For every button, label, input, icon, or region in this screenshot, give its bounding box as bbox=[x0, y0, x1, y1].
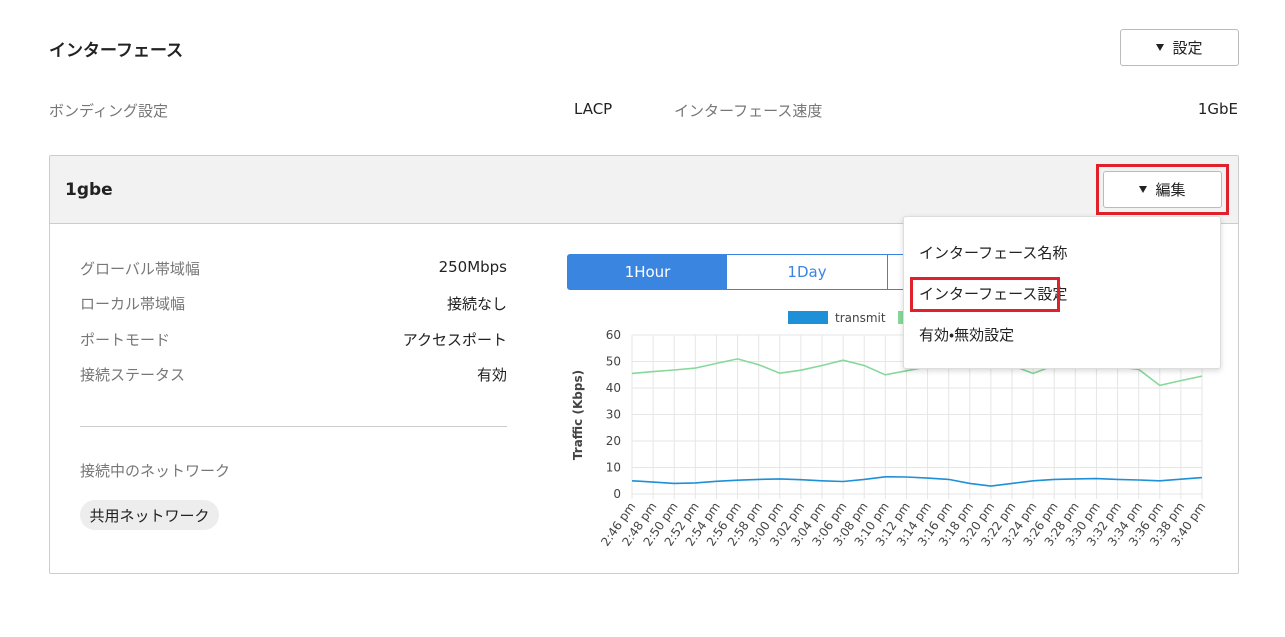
menu-item[interactable]: インターフェース設定 bbox=[919, 285, 1068, 303]
detail-label: ローカル帯域幅 bbox=[80, 295, 186, 313]
edit-button[interactable]: 編集 bbox=[1103, 171, 1222, 208]
speed-value: 1GbE bbox=[1197, 100, 1238, 118]
y-tick-label: 30 bbox=[606, 408, 621, 422]
time-tabs: 1Hour 1Day bbox=[567, 254, 1047, 290]
bonding-value: LACP bbox=[574, 100, 613, 118]
y-tick-label: 20 bbox=[606, 434, 621, 448]
dropdown-menu bbox=[903, 216, 1221, 369]
speed-label: インターフェース速度 bbox=[674, 102, 823, 120]
detail-label: 接続ステータス bbox=[80, 366, 186, 384]
y-tick-label: 40 bbox=[606, 381, 621, 395]
detail-value: 250Mbps bbox=[438, 258, 507, 276]
caret bbox=[1156, 44, 1165, 51]
button-label: 編集 bbox=[1155, 181, 1186, 199]
menu-item[interactable]: 有効・無効設定 bbox=[919, 326, 1015, 344]
interface-panel bbox=[49, 155, 1239, 574]
detail-value: 有効 bbox=[476, 366, 507, 384]
y-tick-label: 0 bbox=[613, 487, 621, 501]
legend-swatch bbox=[788, 311, 828, 324]
legend-label: transmit bbox=[835, 311, 886, 325]
bonding-label: ボンディング設定 bbox=[49, 102, 168, 120]
divider bbox=[80, 426, 507, 427]
tab[interactable]: 1Day bbox=[727, 255, 888, 289]
highlight-box bbox=[910, 277, 1060, 312]
detail-value: 接続なし bbox=[446, 295, 507, 313]
detail-label: ポートモード bbox=[80, 331, 171, 349]
button-label: 設定 bbox=[1172, 39, 1203, 57]
network-label: 接続中のネットワーク bbox=[80, 462, 231, 480]
y-tick-label: 50 bbox=[606, 355, 621, 369]
y-tick-label: 10 bbox=[606, 461, 621, 475]
detail-value: アクセスポート bbox=[402, 331, 507, 349]
highlight-box bbox=[1096, 164, 1229, 215]
menu-item[interactable]: インターフェース名称 bbox=[919, 244, 1068, 262]
detail-label: グローバル帯域幅 bbox=[80, 260, 200, 278]
tab-active[interactable]: 1Hour bbox=[568, 255, 727, 289]
network-tag[interactable]: 共用ネットワーク bbox=[80, 500, 219, 530]
caret bbox=[1139, 186, 1148, 193]
panel-header bbox=[50, 156, 1238, 224]
y-axis-label: Traffic (Kbps) bbox=[571, 370, 585, 460]
series-line bbox=[631, 475, 1203, 487]
settings-button[interactable]: 設定 bbox=[1120, 29, 1239, 66]
page-title: インターフェース bbox=[49, 41, 184, 61]
interface-name: 1gbe bbox=[65, 180, 113, 200]
y-tick-label: 60 bbox=[606, 328, 621, 342]
